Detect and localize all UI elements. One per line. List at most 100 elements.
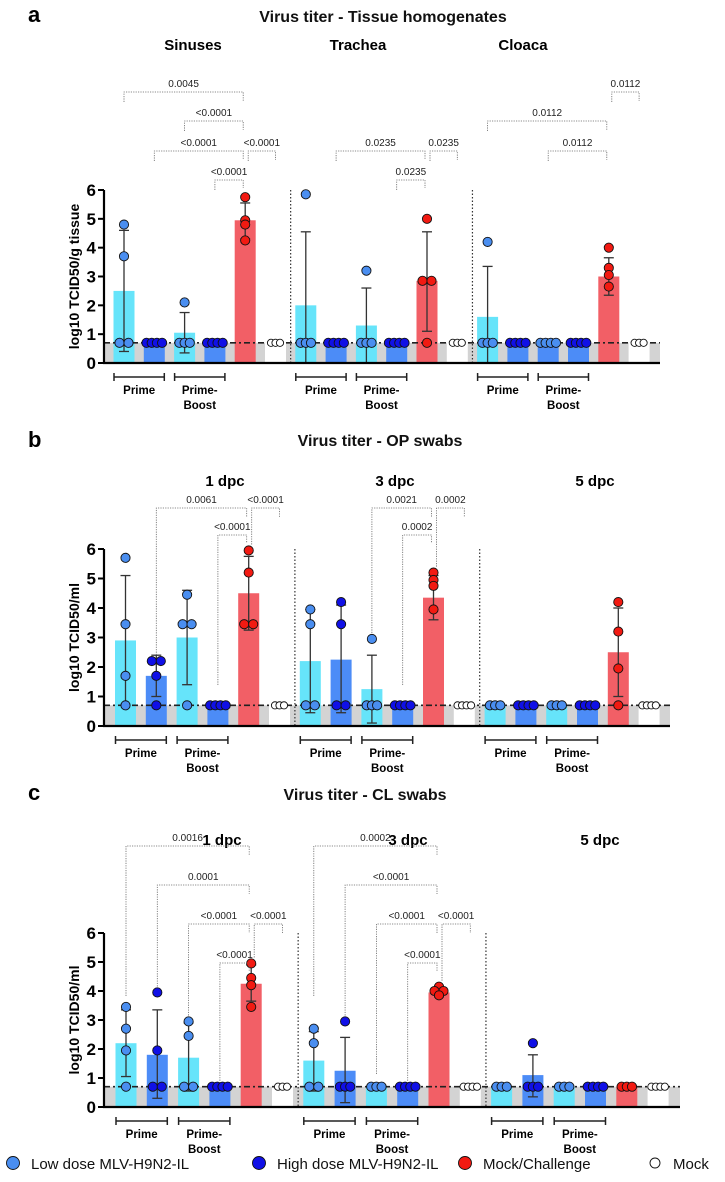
significance-bracket bbox=[344, 884, 438, 1016]
p-value-label: <0.0001 bbox=[250, 911, 287, 922]
data-point bbox=[626, 1081, 638, 1092]
y-tick-label: 5 bbox=[87, 570, 96, 589]
subgroup-label-prime: Prime bbox=[313, 1129, 345, 1141]
p-value-label: 0.0002 bbox=[435, 495, 466, 506]
data-point bbox=[184, 337, 195, 348]
data-point bbox=[120, 1045, 132, 1056]
data-point bbox=[152, 1045, 163, 1056]
label-line: Prime- bbox=[182, 385, 218, 397]
legend-label: Low dose MLV-H9N2-IL bbox=[31, 1156, 189, 1173]
data-point bbox=[361, 265, 372, 276]
bar bbox=[392, 705, 414, 726]
data-point bbox=[405, 700, 416, 711]
data-point bbox=[313, 1081, 324, 1092]
bar bbox=[647, 1086, 669, 1107]
data-point bbox=[426, 275, 437, 286]
p-value-label: <0.0001 bbox=[214, 522, 251, 533]
y-tick-label: 0 bbox=[87, 1098, 96, 1117]
bar bbox=[428, 992, 450, 1107]
data-point bbox=[466, 701, 476, 710]
data-point bbox=[120, 619, 131, 630]
panel-title: Virus titer - CL swabs bbox=[283, 787, 446, 804]
data-point bbox=[520, 337, 531, 348]
data-point bbox=[613, 597, 624, 608]
label-line: Boost bbox=[365, 400, 398, 412]
data-point bbox=[345, 1081, 356, 1092]
data-point bbox=[457, 338, 466, 347]
y-tick-label: 2 bbox=[87, 1040, 96, 1059]
data-point bbox=[331, 700, 342, 711]
data-point bbox=[590, 700, 601, 711]
label-line: Boost bbox=[564, 1144, 597, 1156]
data-point bbox=[305, 337, 317, 348]
group-title: 3 dpc bbox=[375, 473, 414, 490]
data-point bbox=[639, 338, 648, 347]
label-line: Boost bbox=[188, 1144, 221, 1156]
label-line: Prime- bbox=[369, 748, 405, 760]
y-tick-label: 6 bbox=[87, 181, 96, 200]
bar bbox=[491, 1086, 513, 1107]
data-point bbox=[186, 619, 197, 630]
p-value-label: 0.0016 bbox=[172, 833, 203, 844]
p-value-label: 0.0112 bbox=[611, 79, 641, 90]
y-tick-label: 1 bbox=[87, 688, 96, 707]
p-value-label: <0.0001 bbox=[181, 138, 218, 149]
bar bbox=[209, 1086, 231, 1107]
significance-bracket bbox=[214, 179, 244, 190]
legend: Low dose MLV-H9N2-IL High dose MLV-H9N2-I… bbox=[6, 1156, 709, 1173]
data-point bbox=[366, 633, 377, 645]
group-title: 1 dpc bbox=[205, 473, 244, 490]
data-point bbox=[305, 619, 316, 630]
p-value-label: 0.0235 bbox=[428, 138, 459, 149]
subgroup-label-prime-boost: Prime- Boost bbox=[554, 748, 590, 775]
p-value-label: 0.0112 bbox=[563, 138, 593, 149]
significance-bracket bbox=[313, 845, 438, 996]
data-point bbox=[220, 700, 231, 711]
data-point bbox=[188, 1081, 199, 1092]
data-point bbox=[222, 1081, 233, 1092]
significance-bracket bbox=[217, 534, 248, 685]
data-point bbox=[472, 1082, 482, 1091]
significance-bracket bbox=[125, 845, 250, 996]
bar bbox=[598, 276, 620, 363]
data-point bbox=[183, 1016, 194, 1027]
data-point bbox=[240, 219, 251, 230]
data-point bbox=[603, 270, 614, 281]
subgroup-label-prime-boost: Prime- Boost bbox=[369, 748, 405, 775]
p-value-label: <0.0001 bbox=[216, 950, 253, 961]
data-point bbox=[182, 700, 193, 711]
data-point bbox=[114, 337, 125, 348]
group-title: 1 dpc bbox=[202, 832, 241, 849]
data-point bbox=[417, 275, 428, 286]
legend-item: Mock bbox=[649, 1156, 709, 1173]
y-tick-label: 3 bbox=[87, 629, 96, 648]
y-tick-label: 4 bbox=[87, 239, 97, 258]
data-point bbox=[338, 337, 349, 348]
significance-bracket bbox=[611, 91, 640, 102]
subgroup-label-prime: Prime bbox=[501, 1129, 533, 1141]
p-value-label: <0.0001 bbox=[196, 108, 233, 119]
group-title: 5 dpc bbox=[575, 473, 614, 490]
y-axis-label: log10 TCID50/ml bbox=[66, 966, 82, 1075]
bar bbox=[240, 983, 262, 1107]
data-point bbox=[151, 700, 162, 711]
significance-bracket bbox=[407, 962, 438, 1081]
y-tick-label: 4 bbox=[87, 599, 97, 618]
panel-letter: a bbox=[28, 2, 41, 27]
data-point bbox=[179, 1081, 190, 1092]
subgroup-label-prime: Prime bbox=[305, 385, 337, 397]
data-point bbox=[123, 337, 134, 348]
data-point bbox=[487, 337, 498, 348]
p-value-label: 0.0235 bbox=[396, 167, 427, 178]
data-point bbox=[336, 619, 347, 630]
data-point bbox=[613, 626, 624, 637]
y-axis-label: log10 TCID50/g tissue bbox=[66, 204, 82, 350]
significance-bracket bbox=[153, 150, 244, 161]
significance-bracket bbox=[402, 534, 432, 685]
data-point bbox=[428, 604, 439, 615]
subgroup-label-prime: Prime bbox=[125, 748, 157, 760]
group-title: Sinuses bbox=[164, 37, 222, 54]
significance-bracket bbox=[441, 923, 471, 981]
data-point bbox=[528, 700, 539, 711]
data-point bbox=[147, 1081, 158, 1092]
